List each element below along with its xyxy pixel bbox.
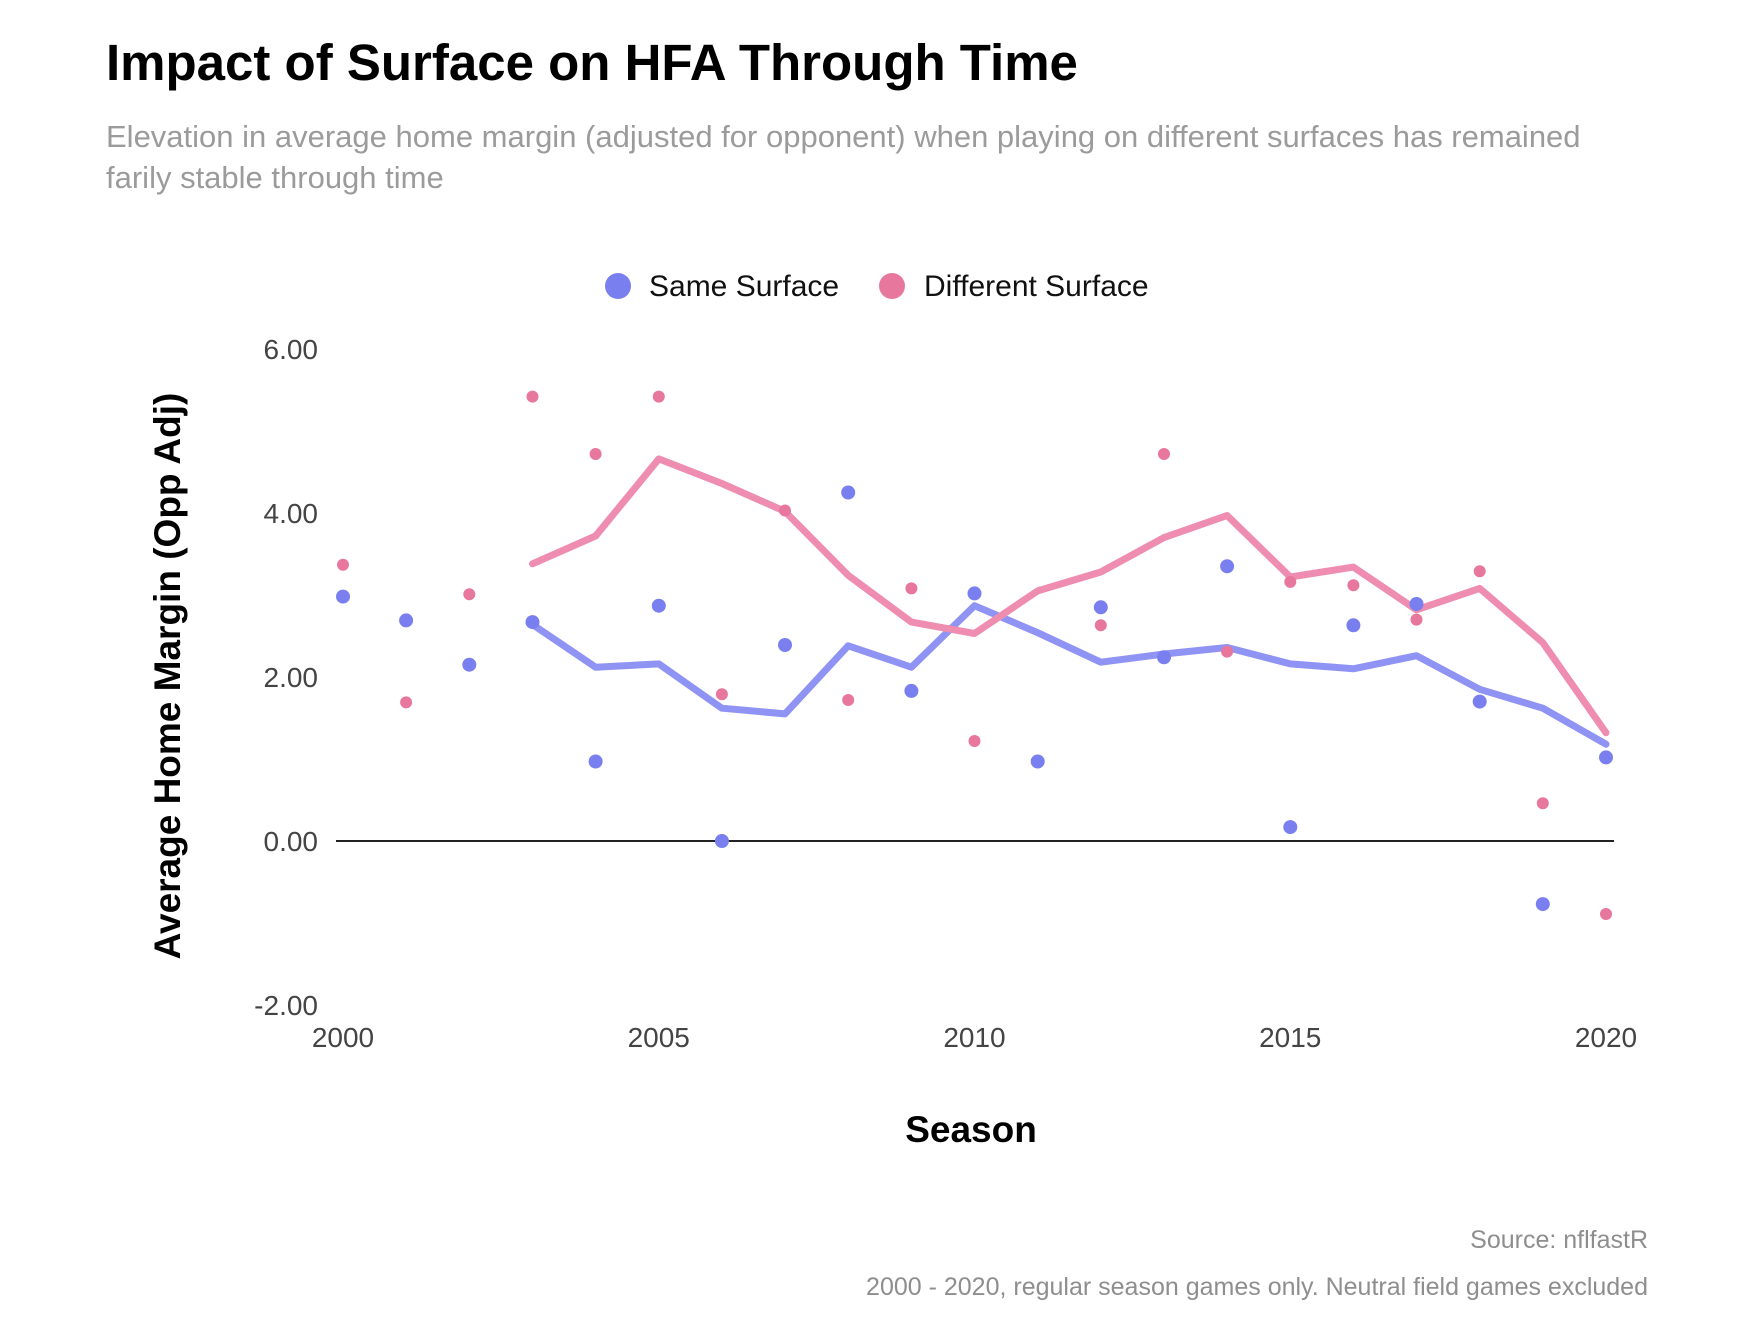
point-different-surface-2015 (1284, 575, 1297, 588)
chart-subtitle-line-2: farily stable through time (106, 160, 444, 195)
source-note: Source: nflfastR (1470, 1226, 1648, 1254)
point-different-surface-2001 (400, 696, 413, 709)
point-different-surface-2000 (337, 558, 349, 571)
chart-title: Impact of Surface on HFA Through Time (106, 34, 1078, 91)
point-different-surface-2020 (1600, 908, 1612, 920)
y-tick-label: 6.00 (264, 334, 319, 365)
trend-line-same-surface (529, 602, 1610, 748)
trend-lines (529, 455, 1610, 748)
point-same-surface-2007 (778, 638, 792, 652)
point-same-surface-2009 (904, 683, 919, 698)
point-different-surface-2005 (652, 390, 665, 403)
x-axis-ticks: 2000 2005 2010 2015 2020 (312, 1022, 1637, 1053)
point-different-surface-2002 (463, 588, 476, 601)
point-different-surface-2019 (1536, 797, 1549, 810)
point-same-surface-2011 (1030, 754, 1045, 769)
y-tick-label: 4.00 (264, 498, 319, 529)
legend-swatch-same-surface (605, 273, 631, 299)
x-tick-label: 2010 (943, 1022, 1005, 1053)
point-different-surface-2004 (589, 448, 602, 460)
point-same-surface-2010 (967, 586, 982, 601)
point-same-surface-2013 (1157, 650, 1171, 665)
data-points (336, 390, 1613, 920)
point-same-surface-2003 (525, 615, 540, 630)
point-different-surface-2017 (1410, 613, 1423, 626)
x-axis-title: Season (905, 1109, 1037, 1150)
point-different-surface-2013 (1158, 448, 1170, 460)
point-same-surface-2012 (1093, 600, 1108, 615)
point-same-surface-2005 (651, 598, 666, 613)
point-same-surface-2006 (714, 834, 729, 848)
x-tick-label: 2020 (1575, 1022, 1637, 1053)
chart-subtitle-line-1: Elevation in average home margin (adjust… (106, 119, 1581, 154)
point-same-surface-2014 (1220, 559, 1235, 574)
point-same-surface-2001 (399, 613, 414, 628)
point-different-surface-2009 (905, 582, 918, 595)
y-tick-label: 2.00 (264, 662, 319, 693)
trend-line-different-surface (529, 455, 1610, 737)
legend: Same Surface Different Surface (605, 270, 1149, 303)
point-different-surface-2003 (526, 390, 539, 403)
y-axis-title: Average Home Margin (Opp Adj) (147, 393, 188, 960)
point-different-surface-2006 (715, 688, 728, 701)
legend-label-different-surface: Different Surface (924, 270, 1149, 303)
x-tick-label: 2005 (628, 1022, 690, 1053)
point-same-surface-2020 (1599, 750, 1613, 765)
point-same-surface-2004 (588, 754, 603, 769)
point-same-surface-2015 (1283, 820, 1298, 835)
point-same-surface-2008 (841, 485, 856, 500)
point-different-surface-2014 (1221, 645, 1234, 658)
point-different-surface-2010 (968, 735, 981, 747)
point-same-surface-2019 (1535, 897, 1550, 912)
legend-swatch-different-surface (879, 273, 905, 299)
point-same-surface-2016 (1346, 618, 1361, 633)
point-different-surface-2007 (779, 504, 791, 517)
point-different-surface-2018 (1473, 565, 1486, 578)
point-same-surface-2017 (1409, 597, 1424, 611)
y-axis-ticks: 6.00 4.00 2.00 0.00 -2.00 (254, 334, 318, 1021)
y-tick-label: 0.00 (264, 826, 319, 857)
x-tick-label: 2000 (312, 1022, 374, 1053)
point-different-surface-2012 (1094, 619, 1107, 632)
x-tick-label: 2015 (1259, 1022, 1321, 1053)
y-tick-label: -2.00 (254, 990, 318, 1021)
point-same-surface-2002 (462, 657, 477, 672)
legend-label-same-surface: Same Surface (649, 270, 839, 303)
point-different-surface-2008 (842, 694, 855, 706)
point-same-surface-2000 (336, 589, 350, 604)
point-different-surface-2016 (1347, 579, 1360, 592)
point-same-surface-2018 (1472, 694, 1487, 709)
footnote: 2000 - 2020, regular season games only. … (866, 1273, 1648, 1301)
